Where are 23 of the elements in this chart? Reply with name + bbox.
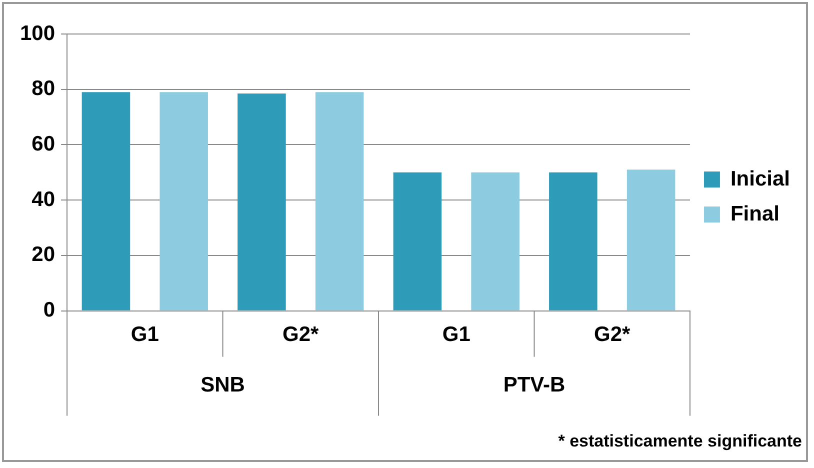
bar xyxy=(393,172,442,310)
bar xyxy=(626,170,676,310)
bar xyxy=(549,172,598,310)
bar xyxy=(160,92,208,310)
text: SNB xyxy=(200,374,245,397)
x-tick-label: G1 xyxy=(442,323,471,346)
x-tick-label: G1 xyxy=(130,323,160,346)
legend-label: Final xyxy=(730,202,780,226)
y-tick-label: 40 xyxy=(32,188,56,211)
x-tick-label: G2* xyxy=(282,323,320,346)
bar xyxy=(82,92,130,310)
y-tick-label: 20 xyxy=(32,243,56,266)
bar xyxy=(471,172,520,310)
text: PTV-B xyxy=(503,374,566,397)
bar xyxy=(315,92,364,310)
x-tick-label: G2* xyxy=(594,323,632,346)
bar xyxy=(238,94,286,310)
y-tick-label: 0 xyxy=(43,298,56,322)
y-tick-label: 60 xyxy=(32,132,56,156)
text: * estatisticamente significante xyxy=(558,432,802,451)
legend-label: Inicial xyxy=(730,167,790,190)
y-tick-label: 80 xyxy=(32,77,56,100)
y-tick-label: 100 xyxy=(20,22,56,45)
